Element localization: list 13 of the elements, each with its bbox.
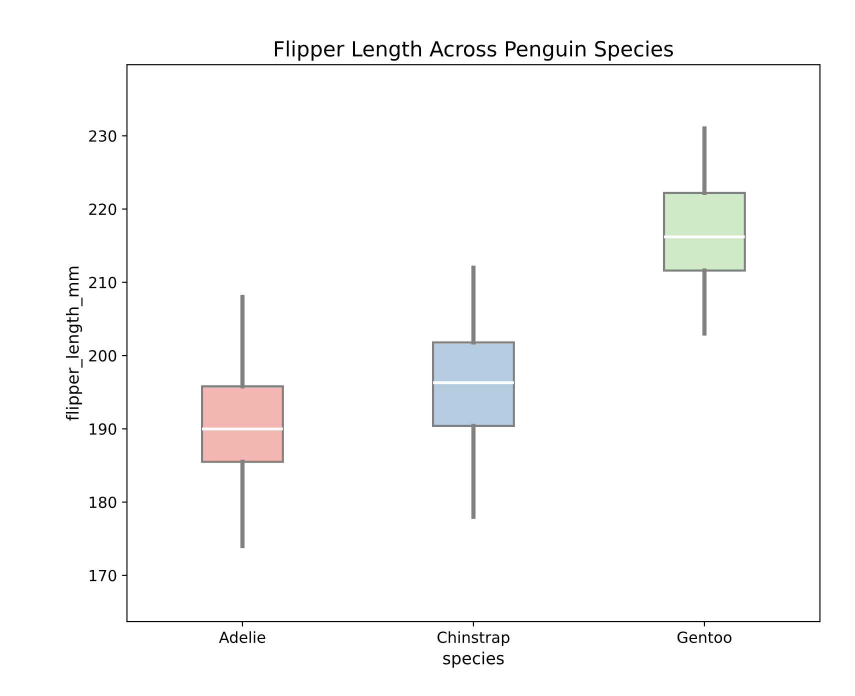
chart-title: Flipper Length Across Penguin Species — [274, 40, 673, 61]
x-tick-label: Chinstrap — [438, 631, 510, 646]
y-tick-label: 230 — [89, 130, 116, 142]
y-tick-label: 220 — [89, 204, 116, 216]
y-tick-label: 170 — [90, 570, 116, 582]
y-tick-label: 210 — [89, 276, 116, 288]
x-tick-label: Gentoo — [678, 632, 732, 644]
x-tick-label: Adelie — [218, 631, 266, 644]
y-axis-title: flipper_length_mm — [66, 266, 83, 421]
y-tick-label: 180 — [90, 496, 116, 508]
y-tick-label: 200 — [89, 350, 116, 362]
y-tick-label: 190 — [90, 423, 116, 435]
x-axis-title: species — [443, 652, 504, 668]
